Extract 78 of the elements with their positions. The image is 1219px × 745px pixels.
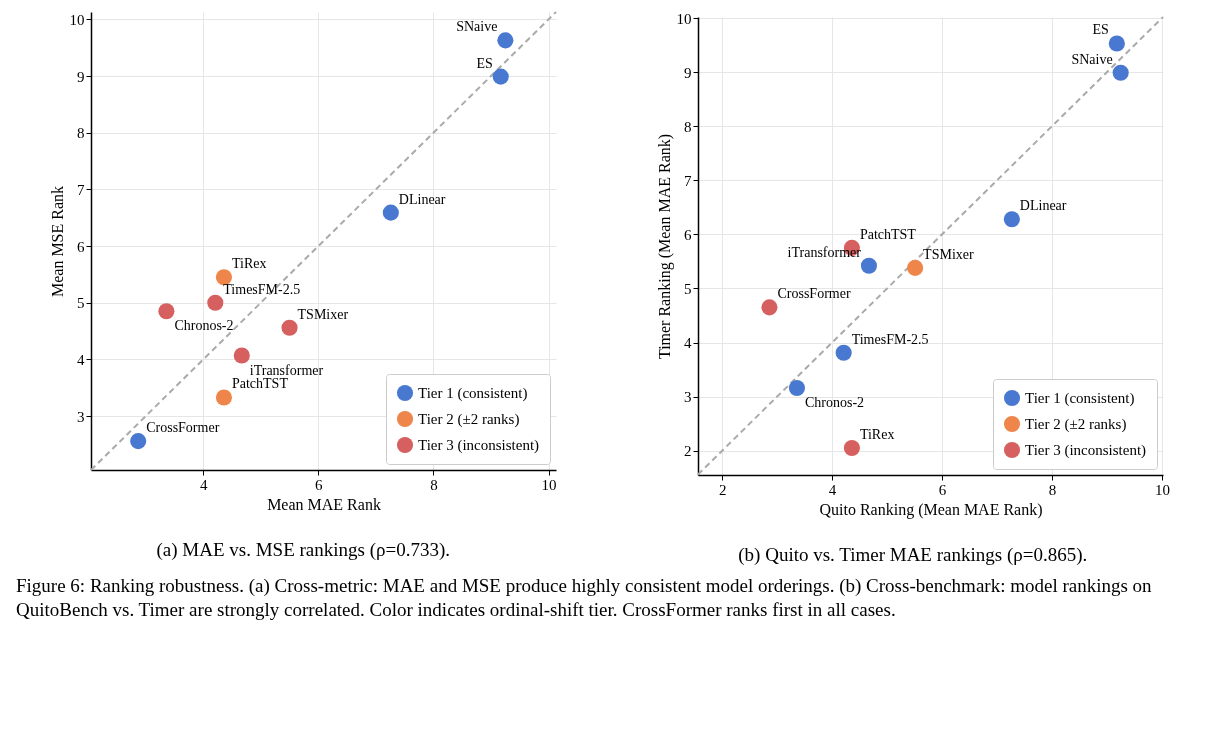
point bbox=[216, 389, 233, 406]
point bbox=[1112, 64, 1129, 81]
x-tick-label: 8 bbox=[430, 476, 438, 493]
annotation: SNaive bbox=[1071, 51, 1113, 67]
text: (b) Quito vs. Timer MAE rankings (ρ=0.865). bbox=[738, 544, 1088, 566]
x-tick-label: 10 bbox=[1154, 481, 1170, 498]
annotation: DLinear bbox=[1019, 198, 1067, 214]
y-tick-label: 4 bbox=[683, 335, 692, 352]
point bbox=[788, 379, 805, 396]
point bbox=[1003, 211, 1020, 228]
caption: Figure 6: Ranking robustness. (a) Cross-metric: MAE and MSE produce highly consistent model orderings. (b) Cross-benchmark: model rankings on QuitoBench vs. Timer are strongly correlated. Color indicates ordinal-shift tier. CrossFormer ranks first in all cases. bbox=[16, 574, 1153, 622]
y-axis-title: Timer Ranking (Mean MAE Rank) bbox=[655, 133, 674, 360]
point bbox=[761, 299, 778, 316]
annotation: PatchTST bbox=[232, 376, 289, 392]
y-tick-label: 7 bbox=[77, 181, 86, 198]
y-tick-label: 3 bbox=[683, 389, 692, 406]
annotation: PatchTST bbox=[859, 226, 917, 242]
y-axis-title: Mean MSE Rank bbox=[48, 185, 66, 298]
x-axis-title: Quito Ranking (Mean MAE Rank) bbox=[819, 500, 1043, 519]
annotation: ES bbox=[1092, 22, 1109, 38]
y-tick-label: 8 bbox=[77, 125, 85, 142]
annotation: Chronos-2 bbox=[804, 394, 864, 410]
y-tick-label: 10 bbox=[676, 10, 692, 27]
annotation: DLinear bbox=[399, 191, 447, 207]
x-tick-label: 6 bbox=[938, 481, 947, 498]
point bbox=[281, 319, 298, 336]
annotation: SNaive bbox=[456, 19, 498, 35]
annotation: TimesFM-2.5 bbox=[851, 331, 929, 347]
annotation: TSMixer bbox=[297, 306, 349, 322]
y-tick-label: 6 bbox=[77, 238, 86, 255]
y-tick-label: 10 bbox=[69, 11, 85, 28]
point bbox=[216, 269, 233, 286]
x-tick-label: 4 bbox=[200, 476, 209, 493]
point bbox=[158, 303, 175, 320]
y-tick-label: 7 bbox=[683, 172, 692, 189]
annotation: TiRex bbox=[232, 256, 267, 272]
y-tick-label: 2 bbox=[683, 443, 692, 460]
legend-label: Tier 1 (consistent) bbox=[1024, 390, 1135, 407]
point bbox=[492, 68, 510, 85]
annotation: iTransformer bbox=[787, 244, 862, 260]
annotation: TSMixer bbox=[922, 246, 974, 262]
legend-label: Tier 2 (±2 ranks) bbox=[1024, 416, 1127, 433]
y-tick-label: 8 bbox=[683, 118, 692, 135]
point bbox=[207, 294, 224, 311]
x-tick-label: 2 bbox=[718, 481, 727, 498]
y-tick-label: 5 bbox=[77, 295, 85, 312]
point bbox=[860, 257, 877, 274]
x-tick-label: 8 bbox=[1048, 481, 1056, 498]
x-tick-label: 10 bbox=[541, 476, 557, 493]
annotation: TiRex bbox=[859, 426, 895, 442]
text: (a) MAE vs. MSE rankings (ρ=0.733). bbox=[156, 539, 451, 561]
y-tick-label: 9 bbox=[77, 68, 85, 85]
point bbox=[497, 32, 514, 49]
x-axis-title: Mean MAE Rank bbox=[267, 495, 382, 513]
point bbox=[843, 439, 860, 457]
point bbox=[130, 433, 147, 450]
point bbox=[233, 347, 251, 364]
annotation: iTransformer bbox=[250, 362, 324, 378]
point bbox=[835, 344, 852, 361]
annotation: TimesFM-2.5 bbox=[223, 281, 301, 297]
x-tick-label: 4 bbox=[828, 481, 837, 498]
legend-label: Tier 1 (consistent) bbox=[418, 385, 528, 402]
y-tick-label: 6 bbox=[683, 226, 692, 243]
point bbox=[1108, 35, 1125, 52]
point bbox=[383, 204, 400, 221]
y-tick-label: 9 bbox=[683, 64, 692, 81]
legend-label: Tier 2 (±2 ranks) bbox=[418, 411, 520, 428]
legend-label: Tier 3 (inconsistent) bbox=[1024, 442, 1146, 459]
y-tick-label: 5 bbox=[683, 280, 692, 297]
y-tick-label: 3 bbox=[77, 408, 85, 425]
x-tick-label: 6 bbox=[315, 476, 324, 493]
point bbox=[906, 259, 923, 276]
annotation: ES bbox=[476, 55, 493, 71]
annotation: CrossFormer bbox=[146, 420, 220, 436]
annotation: CrossFormer bbox=[777, 286, 851, 302]
legend-label: Tier 3 (inconsistent) bbox=[418, 437, 540, 454]
y-tick-label: 4 bbox=[77, 351, 86, 368]
annotation: Chronos-2 bbox=[174, 318, 234, 334]
